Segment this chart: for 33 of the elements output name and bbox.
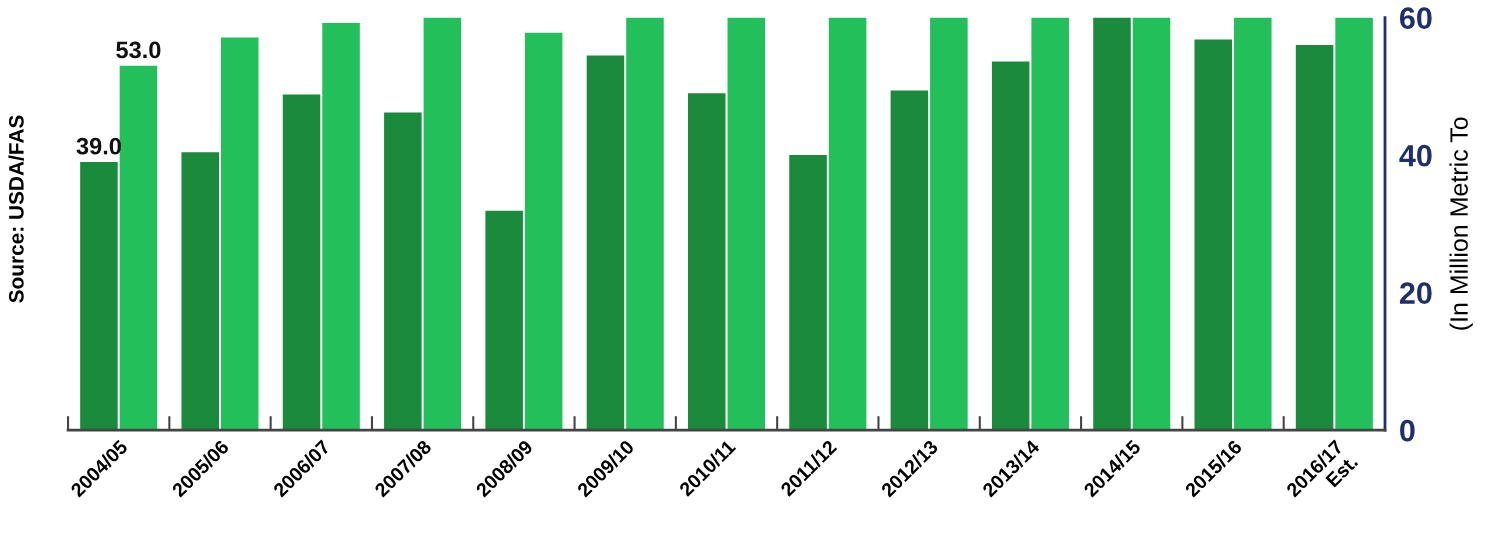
bar	[322, 23, 360, 431]
bar	[727, 17, 766, 431]
bar	[80, 161, 118, 431]
bar	[688, 93, 726, 431]
bar	[384, 112, 422, 431]
bar	[1132, 17, 1171, 431]
bar	[586, 55, 625, 431]
bar	[485, 210, 523, 431]
bar	[991, 61, 1030, 431]
source-note: Source: USDA/FAS	[8, 115, 24, 303]
bar	[1093, 17, 1131, 431]
bar	[282, 94, 321, 431]
bar	[1194, 39, 1233, 431]
bar	[626, 17, 664, 431]
bar	[1234, 17, 1272, 431]
bar	[890, 90, 929, 431]
bar	[789, 155, 827, 431]
bar	[828, 17, 867, 431]
bar	[119, 65, 158, 431]
data-label: 53.0	[116, 41, 161, 59]
bar	[930, 17, 968, 431]
bar	[423, 17, 462, 431]
y-tick-label: 0	[1400, 419, 1415, 442]
bar	[524, 32, 563, 431]
bar	[1335, 17, 1373, 431]
bar	[181, 152, 220, 431]
y-tick-label: 40	[1399, 144, 1432, 167]
y-tick-label: 60	[1400, 7, 1432, 29]
bar	[220, 37, 259, 431]
y-axis-title: (In Million Metric To	[1449, 117, 1473, 330]
y-tick-label: 20	[1399, 282, 1432, 304]
bar	[1031, 17, 1069, 431]
bar	[1295, 45, 1334, 431]
